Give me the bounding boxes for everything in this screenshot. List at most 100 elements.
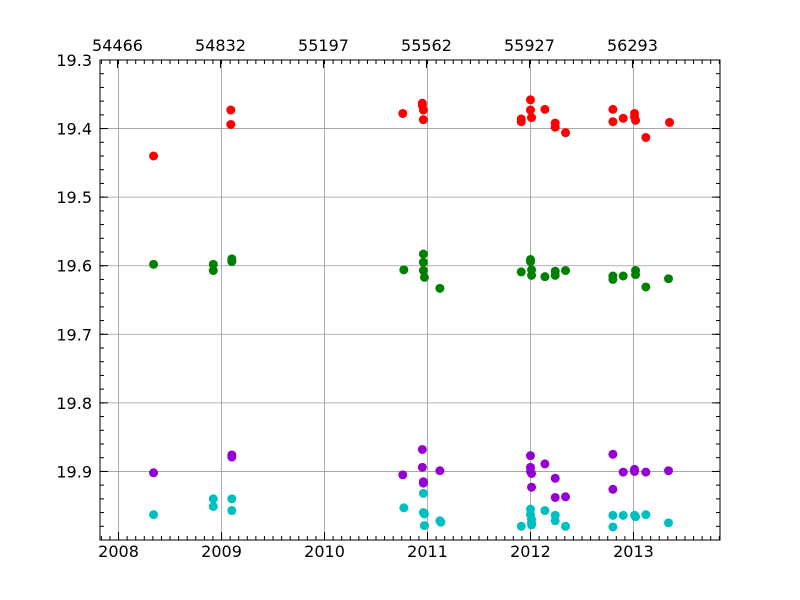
data-point (525, 105, 535, 115)
x-top-tick-label: 55197 (298, 36, 349, 55)
data-point (226, 105, 236, 115)
y-tick-label: 19.9 (56, 462, 92, 481)
x-top-tick-label: 54832 (195, 36, 246, 55)
data-point (664, 518, 674, 528)
data-point (540, 506, 550, 516)
data-point (149, 510, 159, 520)
data-point (527, 113, 537, 123)
data-point (641, 510, 651, 520)
data-points (149, 95, 675, 532)
data-point (618, 271, 628, 281)
data-point (417, 444, 427, 454)
data-point (527, 270, 537, 280)
data-point (540, 459, 550, 469)
tick-labels: 2008 2009 2010 2011 2012 2013 54466 54832 55197 5… (56, 36, 658, 561)
data-point (149, 151, 159, 161)
data-point (435, 283, 445, 293)
y-tick-label: 19.3 (56, 51, 92, 70)
data-point (540, 104, 550, 114)
data-point (208, 259, 218, 269)
data-point (208, 494, 218, 504)
x-tick-label: 2013 (613, 542, 654, 561)
x-tick-label: 2008 (98, 542, 139, 561)
data-point (630, 466, 640, 476)
data-point (516, 267, 526, 277)
x-top-tick-label: 54466 (92, 36, 143, 55)
data-point (641, 282, 651, 292)
data-point (618, 467, 628, 477)
x-tick-label: 2009 (201, 542, 242, 561)
data-point (561, 128, 571, 138)
data-point (527, 482, 537, 492)
data-point (527, 468, 537, 478)
data-point (641, 132, 651, 142)
data-point (435, 466, 445, 476)
data-point (525, 451, 535, 461)
data-point (227, 506, 237, 516)
data-point (550, 473, 560, 483)
data-point (516, 117, 526, 127)
data-point (419, 272, 429, 282)
data-point (664, 466, 674, 476)
data-point (418, 478, 428, 488)
x-top-tick-label: 55562 (401, 36, 452, 55)
data-point (418, 488, 428, 498)
x-top-tick-label: 56293 (607, 36, 658, 55)
data-point (550, 270, 560, 280)
data-point (525, 257, 535, 267)
data-point (561, 521, 571, 531)
data-point (540, 272, 550, 282)
data-point (608, 449, 618, 459)
x-tick-label: 2012 (510, 542, 551, 561)
data-point (550, 516, 560, 526)
data-point (527, 520, 537, 530)
data-point (608, 522, 618, 532)
x-tick-label: 2011 (407, 542, 448, 561)
data-point (418, 266, 428, 276)
data-point (665, 117, 675, 127)
data-point (418, 249, 428, 259)
data-point (631, 115, 641, 125)
data-point (631, 270, 641, 280)
data-point (550, 492, 560, 502)
data-point (419, 521, 429, 531)
data-point (208, 266, 218, 276)
data-point (436, 517, 446, 527)
data-point (399, 503, 409, 513)
data-point (417, 462, 427, 472)
data-point (608, 104, 618, 114)
y-tick-label: 19.8 (56, 394, 92, 413)
axis-ticks (100, 59, 720, 541)
data-point (226, 119, 236, 129)
data-point (608, 274, 618, 284)
x-top-tick-label: 55927 (504, 36, 555, 55)
y-tick-label: 19.5 (56, 188, 92, 207)
data-point (641, 467, 651, 477)
data-point (608, 510, 618, 520)
data-point (419, 509, 429, 519)
y-tick-label: 19.4 (56, 120, 92, 139)
data-point (516, 521, 526, 531)
data-point (208, 501, 218, 511)
data-point (398, 470, 408, 480)
x-tick-label: 2010 (304, 542, 345, 561)
data-point (418, 105, 428, 115)
data-point (149, 468, 159, 478)
data-point (227, 494, 237, 504)
data-point (227, 257, 237, 267)
data-point (561, 266, 571, 276)
data-point (398, 108, 408, 118)
data-point (618, 510, 628, 520)
data-point (399, 265, 409, 275)
data-point (608, 117, 618, 127)
data-point (418, 257, 428, 267)
data-point (418, 115, 428, 125)
data-point (149, 259, 159, 269)
data-point (525, 95, 535, 105)
data-point (631, 512, 641, 522)
data-point (608, 484, 618, 494)
grid-lines (100, 59, 720, 540)
data-point (561, 492, 571, 502)
data-point (618, 113, 628, 123)
